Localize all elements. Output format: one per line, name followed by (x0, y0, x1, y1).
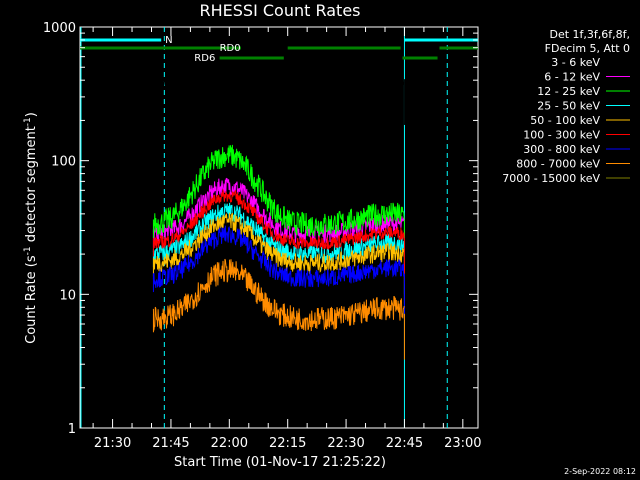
series-line (152, 189, 405, 251)
series-line (152, 202, 405, 264)
x-axis-label: Start Time (01-Nov-17 21:25:22) (174, 455, 386, 470)
series-line (152, 258, 405, 332)
y-tick-label: 1 (68, 422, 76, 437)
series-line (152, 75, 405, 90)
timestamp: 2-Sep-2022 08:12 (564, 467, 636, 476)
plot-flags: N RD0 RD6 (80, 35, 478, 64)
legend-entry-label: 800 - 7000 keV (516, 158, 600, 171)
y-tick-label: 1000 (43, 21, 76, 36)
plot-frame (79, 26, 479, 429)
flag-label: RD0 (220, 43, 241, 54)
y-axis-label: Count Rate (s-1 detector segment-1) (23, 112, 39, 344)
legend-entry-label: 6 - 12 keV (544, 71, 600, 84)
plot-axes: 1 10 100 1000 21:30 21:45 22:00 22:15 22:30 22:45… (43, 21, 482, 451)
series-line (152, 177, 405, 245)
legend-entry-label: 100 - 300 keV (523, 129, 600, 142)
legend-entry-label: 3 - 6 keV (551, 56, 600, 69)
y-label-part: detector segment (24, 126, 39, 246)
y-label-superscript: -1 (23, 117, 33, 126)
series-line (153, 212, 405, 275)
y-tick-label: 100 (51, 155, 76, 170)
flag-label: N (165, 35, 172, 46)
legend-entry-label: 300 - 800 keV (523, 143, 600, 156)
x-tick-label: 21:30 (94, 436, 131, 451)
chart-title: RHESSI Count Rates (200, 1, 361, 20)
legend-header: FDecim 5, Att 0 (545, 42, 630, 55)
x-tick-label: 22:30 (327, 436, 364, 451)
legend-entry-label: 50 - 100 keV (530, 114, 600, 127)
y-tick-label: 10 (59, 288, 76, 303)
x-tick-label: 22:15 (269, 436, 306, 451)
x-tick-label: 22:00 (211, 436, 248, 451)
legend: Det 1f,3f,6f,8f,FDecim 5, Att 03 - 6 keV… (502, 28, 630, 185)
series-line (152, 144, 405, 237)
legend-header: Det 1f,3f,6f,8f, (549, 28, 630, 41)
plot-series (152, 75, 405, 360)
x-tick-label: 22:45 (386, 436, 423, 451)
y-label-superscript: -1 (23, 246, 33, 255)
legend-entry-label: 25 - 50 keV (537, 100, 600, 113)
legend-entry-label: 7000 - 15000 keV (502, 172, 600, 185)
x-tick-label: 21:45 (152, 436, 189, 451)
legend-entry-label: 12 - 25 keV (537, 85, 600, 98)
y-label-part: Count Rate (s (24, 255, 39, 344)
flag-label: RD6 (194, 53, 215, 64)
series-line (152, 225, 405, 288)
y-label-part: ) (24, 112, 39, 117)
x-tick-label: 23:00 (444, 436, 481, 451)
